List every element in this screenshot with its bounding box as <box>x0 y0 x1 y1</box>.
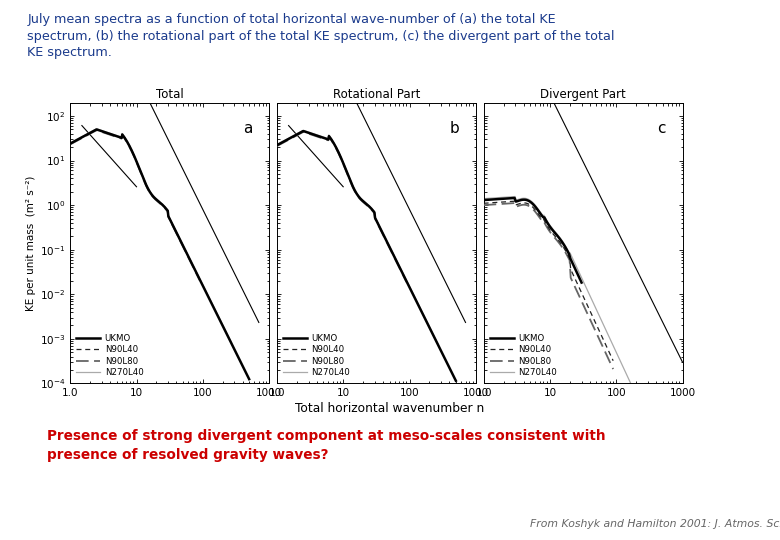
Text: Presence of strong divergent component at meso-scales consistent with: Presence of strong divergent component a… <box>47 429 605 443</box>
Text: From Koshyk and Hamilton 2001: J. Atmos. Sci.: From Koshyk and Hamilton 2001: J. Atmos.… <box>530 519 780 529</box>
Y-axis label: KE per unit mass  (m² s⁻²): KE per unit mass (m² s⁻²) <box>26 176 36 310</box>
Legend: UKMO, N90L40, N90L80, N270L40: UKMO, N90L40, N90L80, N270L40 <box>488 332 558 379</box>
Text: Total horizontal wavenumber n: Total horizontal wavenumber n <box>296 402 484 415</box>
Text: c: c <box>657 121 665 136</box>
Text: b: b <box>450 121 459 136</box>
Text: July mean spectra as a function of total horizontal wave-number of (a) the total: July mean spectra as a function of total… <box>27 14 556 26</box>
Title: Total: Total <box>156 89 183 102</box>
Text: KE spectrum.: KE spectrum. <box>27 46 112 59</box>
Legend: UKMO, N90L40, N90L80, N270L40: UKMO, N90L40, N90L80, N270L40 <box>75 332 145 379</box>
Text: a: a <box>243 121 253 136</box>
Legend: UKMO, N90L40, N90L80, N270L40: UKMO, N90L40, N90L80, N270L40 <box>282 332 352 379</box>
Title: Rotational Part: Rotational Part <box>332 89 420 102</box>
Title: Divergent Part: Divergent Part <box>541 89 626 102</box>
Text: spectrum, (b) the rotational part of the total KE spectrum, (c) the divergent pa: spectrum, (b) the rotational part of the… <box>27 30 615 43</box>
Text: presence of resolved gravity waves?: presence of resolved gravity waves? <box>47 448 328 462</box>
